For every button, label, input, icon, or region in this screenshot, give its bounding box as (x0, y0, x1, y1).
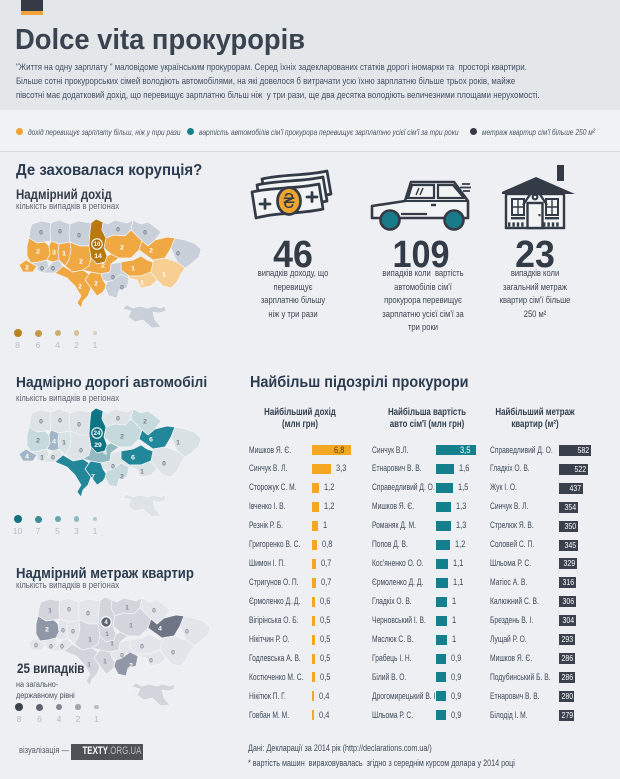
svg-text:0: 0 (39, 229, 43, 236)
svg-text:2: 2 (101, 262, 105, 269)
svg-text:6: 6 (149, 436, 153, 443)
svg-text:0: 0 (77, 232, 81, 239)
svg-text:0: 0 (171, 649, 175, 656)
svg-text:0: 0 (51, 454, 55, 461)
svg-text:0: 0 (39, 418, 43, 425)
svg-text:2: 2 (45, 626, 49, 633)
svg-text:0: 0 (185, 628, 189, 635)
svg-text:0: 0 (120, 284, 124, 291)
svg-text:0: 0 (116, 226, 120, 233)
svg-text:0: 0 (120, 652, 124, 659)
svg-text:0: 0 (51, 265, 55, 272)
svg-text:0: 0 (152, 607, 156, 614)
svg-text:0: 0 (116, 415, 120, 422)
svg-text:2: 2 (36, 248, 40, 255)
svg-text:1: 1 (129, 622, 133, 629)
svg-text:1: 1 (140, 468, 144, 475)
svg-text:1: 1 (162, 271, 166, 278)
svg-text:₴: ₴ (283, 191, 294, 213)
svg-text:1: 1 (48, 607, 52, 614)
svg-text:2: 2 (143, 418, 147, 425)
svg-text:0: 0 (86, 610, 90, 617)
svg-text:6: 6 (131, 454, 135, 461)
svg-text:0: 0 (143, 229, 147, 236)
svg-text:1: 1 (62, 439, 66, 446)
svg-text:0: 0 (61, 627, 65, 634)
svg-text:4: 4 (52, 438, 56, 445)
svg-text:1: 1 (131, 265, 135, 272)
svg-text:0: 0 (40, 265, 44, 272)
svg-text:0: 0 (34, 642, 38, 649)
svg-text:7: 7 (91, 473, 95, 480)
svg-text:1: 1 (110, 640, 114, 647)
svg-text:2: 2 (79, 258, 83, 265)
svg-text:0: 0 (79, 447, 83, 454)
svg-text:2: 2 (36, 437, 40, 444)
svg-text:2: 2 (149, 247, 153, 254)
svg-text:2: 2 (78, 283, 82, 290)
svg-text:4: 4 (25, 453, 29, 460)
svg-text:0: 0 (111, 274, 115, 281)
svg-text:0: 0 (58, 228, 62, 235)
svg-text:0: 0 (111, 463, 115, 470)
svg-text:1: 1 (176, 439, 180, 446)
svg-text:2: 2 (25, 264, 29, 271)
svg-text:24: 24 (94, 431, 101, 437)
svg-text:10: 10 (94, 242, 101, 248)
svg-text:0: 0 (140, 643, 144, 650)
svg-text:14: 14 (94, 253, 102, 260)
svg-text:1: 1 (87, 661, 91, 668)
svg-text:4: 4 (104, 620, 108, 626)
svg-text:0: 0 (60, 643, 64, 650)
svg-text:0: 0 (162, 460, 166, 467)
svg-text:1: 1 (140, 279, 144, 286)
svg-text:0: 0 (67, 606, 71, 613)
svg-text:2: 2 (120, 244, 124, 251)
svg-text:0: 0 (77, 421, 81, 428)
svg-text:4: 4 (103, 449, 107, 456)
svg-text:0: 0 (176, 250, 180, 257)
svg-text:1: 1 (103, 658, 107, 665)
svg-text:0: 0 (71, 628, 75, 635)
svg-text:3: 3 (52, 249, 56, 256)
svg-text:1: 1 (62, 250, 66, 257)
svg-text:2: 2 (120, 473, 124, 480)
svg-text:1: 1 (88, 636, 92, 643)
svg-text:29: 29 (94, 442, 102, 449)
svg-text:2: 2 (120, 433, 124, 440)
svg-text:1: 1 (125, 604, 129, 611)
svg-text:0: 0 (58, 417, 62, 424)
svg-text:0: 0 (149, 657, 153, 664)
svg-text:0: 0 (49, 643, 53, 650)
svg-text:2: 2 (129, 662, 133, 669)
svg-text:2: 2 (94, 280, 98, 287)
svg-text:4: 4 (158, 625, 162, 632)
svg-text:1: 1 (40, 454, 44, 461)
svg-text:1: 1 (105, 631, 109, 638)
